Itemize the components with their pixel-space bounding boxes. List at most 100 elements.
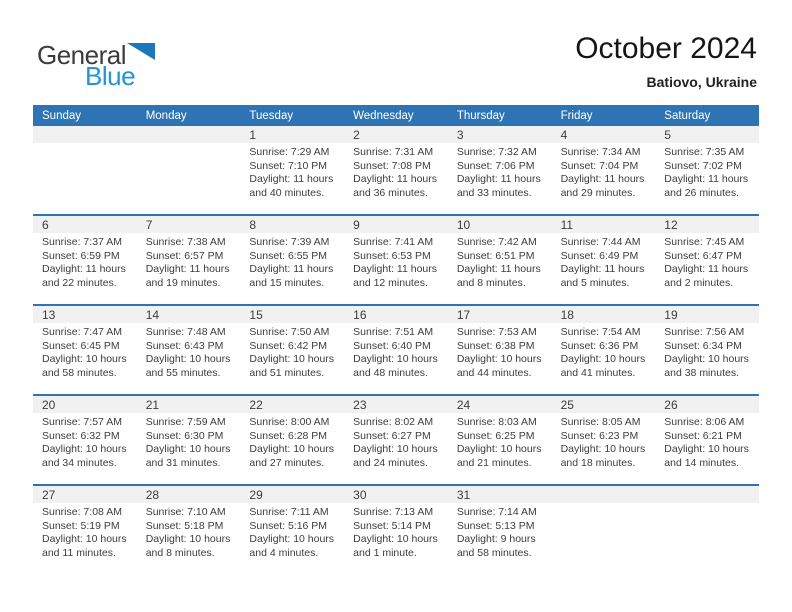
day-cell: Sunrise: 7:48 AM Sunset: 6:43 PM Daylight:…: [137, 323, 241, 394]
day-info-line: Sunrise: 8:05 AM: [560, 416, 641, 428]
day-info-line: Sunset: 6:40 PM: [353, 339, 431, 352]
day-info-line: and 15 minutes.: [249, 276, 325, 289]
day-info-line: and 24 minutes.: [353, 456, 428, 469]
day-cell: [552, 503, 656, 574]
day-number: 15: [249, 307, 263, 322]
day-number: 19: [664, 307, 678, 322]
day-info-line: Sunset: 7:04 PM: [560, 159, 639, 172]
day-cell: Sunrise: 8:02 AM Sunset: 6:27 PM Daylight:…: [344, 413, 448, 484]
day-cell: Sunrise: 7:44 AM Sunset: 6:49 PM Daylight:…: [552, 233, 656, 304]
day-info-line: Sunset: 6:23 PM: [560, 429, 639, 442]
day-number: 3: [456, 127, 464, 142]
day-info-line: Daylight: 10 hours: [145, 533, 231, 545]
day-info-line: Sunset: 6:36 PM: [560, 339, 639, 352]
day-cell: Sunrise: 7:31 AM Sunset: 7:08 PM Daylight:…: [344, 143, 448, 214]
day-cell: Sunrise: 8:03 AM Sunset: 6:25 PM Daylight:…: [448, 413, 552, 484]
day-cell: Sunrise: 7:42 AM Sunset: 6:51 PM Daylight:…: [448, 233, 552, 304]
day-info-line: and 14 minutes.: [664, 456, 739, 469]
weekday-header: Sunday: [42, 109, 82, 122]
day-info-line: and 36 minutes.: [353, 186, 428, 199]
day-info-line: and 8 minutes.: [456, 276, 526, 289]
day-info-line: Daylight: 10 hours: [353, 533, 438, 545]
day-info-line: Daylight: 10 hours: [664, 443, 749, 455]
weekday-header: Thursday: [456, 109, 505, 122]
day-info-line: and 1 minute.: [353, 546, 417, 559]
day-cell: Sunrise: 7:56 AM Sunset: 6:34 PM Daylight:…: [655, 323, 759, 394]
day-info-line: and 34 minutes.: [42, 456, 117, 469]
day-info-line: Sunset: 6:30 PM: [145, 429, 224, 442]
day-info-line: Sunset: 5:14 PM: [353, 519, 431, 532]
day-info-line: Sunrise: 7:56 AM: [664, 326, 745, 338]
day-info-line: Daylight: 11 hours: [560, 173, 645, 185]
week-row: 6 7 8 9 10 11 12 Sunrise: 7:37 AM Sunset: 6:59 P…: [33, 214, 759, 304]
day-info-line: Daylight: 10 hours: [145, 443, 231, 455]
day-cell: Sunrise: 7:45 AM Sunset: 6:47 PM Daylight:…: [655, 233, 759, 304]
day-info-line: Daylight: 11 hours: [249, 263, 334, 275]
day-cell: Sunrise: 7:41 AM Sunset: 6:53 PM Daylight:…: [344, 233, 448, 304]
month-calendar: Sunday Monday Tuesday Wednesday Thursday Frid…: [33, 105, 759, 574]
day-info-line: Sunset: 5:13 PM: [456, 519, 535, 532]
day-info-line: and 31 minutes.: [145, 456, 221, 469]
day-info-line: Daylight: 10 hours: [42, 533, 127, 545]
day-number: 14: [145, 307, 160, 322]
day-cell: Sunrise: 7:50 AM Sunset: 6:42 PM Daylight:…: [240, 323, 344, 394]
day-info-line: Sunset: 6:34 PM: [664, 339, 742, 352]
day-info-line: and 18 minutes.: [560, 456, 636, 469]
day-info-line: and 58 minutes.: [456, 546, 532, 559]
logo-word-blue: Blue: [85, 61, 136, 91]
day-info-line: Sunrise: 7:41 AM: [353, 236, 434, 248]
day-info-line: Sunrise: 7:51 AM: [353, 326, 434, 338]
day-info-line: Daylight: 10 hours: [249, 443, 335, 455]
day-cell: Sunrise: 7:14 AM Sunset: 5:13 PM Daylight:…: [448, 503, 552, 574]
day-info-line: Daylight: 10 hours: [249, 533, 335, 545]
day-info-line: Sunrise: 7:45 AM: [664, 236, 745, 248]
day-info-line: Daylight: 10 hours: [353, 353, 438, 365]
day-info-line: Sunset: 6:49 PM: [560, 249, 639, 262]
day-number: 13: [42, 307, 56, 322]
day-number: 25: [560, 397, 574, 412]
day-cell: Sunrise: 7:57 AM Sunset: 6:32 PM Daylight:…: [33, 413, 137, 484]
day-info-line: Sunrise: 7:48 AM: [145, 326, 226, 338]
day-info-line: and 12 minutes.: [353, 276, 428, 289]
day-info-line: Sunset: 6:28 PM: [249, 429, 328, 442]
day-info-line: and 22 minutes.: [42, 276, 117, 289]
weekday-header: Wednesday: [353, 109, 414, 122]
day-info-line: Daylight: 10 hours: [456, 443, 542, 455]
day-info-line: Daylight: 11 hours: [456, 173, 541, 185]
day-info-line: Daylight: 10 hours: [560, 353, 646, 365]
day-info-line: Sunset: 6:25 PM: [456, 429, 535, 442]
day-info-line: Sunrise: 8:03 AM: [456, 416, 537, 428]
day-info-line: Sunrise: 7:08 AM: [42, 506, 122, 518]
day-info-line: Sunset: 6:45 PM: [42, 339, 120, 352]
day-info-line: Sunrise: 7:29 AM: [249, 146, 330, 158]
day-info-line: Sunrise: 7:54 AM: [560, 326, 641, 338]
day-cell: Sunrise: 7:51 AM Sunset: 6:40 PM Daylight:…: [344, 323, 448, 394]
day-info-line: Sunrise: 7:42 AM: [456, 236, 537, 248]
general-blue-logo: General Blue: [37, 42, 155, 89]
day-info-line: Daylight: 11 hours: [42, 263, 126, 275]
day-info-line: Sunset: 6:57 PM: [145, 249, 224, 262]
day-info-line: Daylight: 10 hours: [560, 443, 646, 455]
day-info-line: Sunrise: 7:57 AM: [42, 416, 122, 428]
day-info-line: and 26 minutes.: [664, 186, 739, 199]
day-info-line: and 2 minutes.: [664, 276, 734, 289]
day-number: 21: [145, 397, 160, 412]
location-subtitle: Batiovo, Ukraine: [646, 74, 757, 90]
day-info-line: Daylight: 9 hours: [456, 533, 536, 545]
day-info-line: Sunrise: 7:34 AM: [560, 146, 641, 158]
day-number: 7: [145, 217, 153, 232]
logo-word-general: General: [37, 40, 127, 70]
day-info-line: Sunrise: 8:00 AM: [249, 416, 330, 428]
day-number: 17: [456, 307, 471, 322]
day-info-line: and 55 minutes.: [145, 366, 221, 379]
page-title: October 2024: [575, 32, 757, 65]
day-info-line: and 51 minutes.: [249, 366, 325, 379]
day-info-line: Sunrise: 7:32 AM: [456, 146, 537, 158]
day-number: 23: [353, 397, 367, 412]
day-info-line: and 38 minutes.: [664, 366, 739, 379]
day-info-line: Daylight: 11 hours: [249, 173, 334, 185]
day-info-line: Sunset: 6:55 PM: [249, 249, 328, 262]
day-cell: Sunrise: 8:06 AM Sunset: 6:21 PM Daylight:…: [655, 413, 759, 484]
day-info-line: and 29 minutes.: [560, 186, 636, 199]
